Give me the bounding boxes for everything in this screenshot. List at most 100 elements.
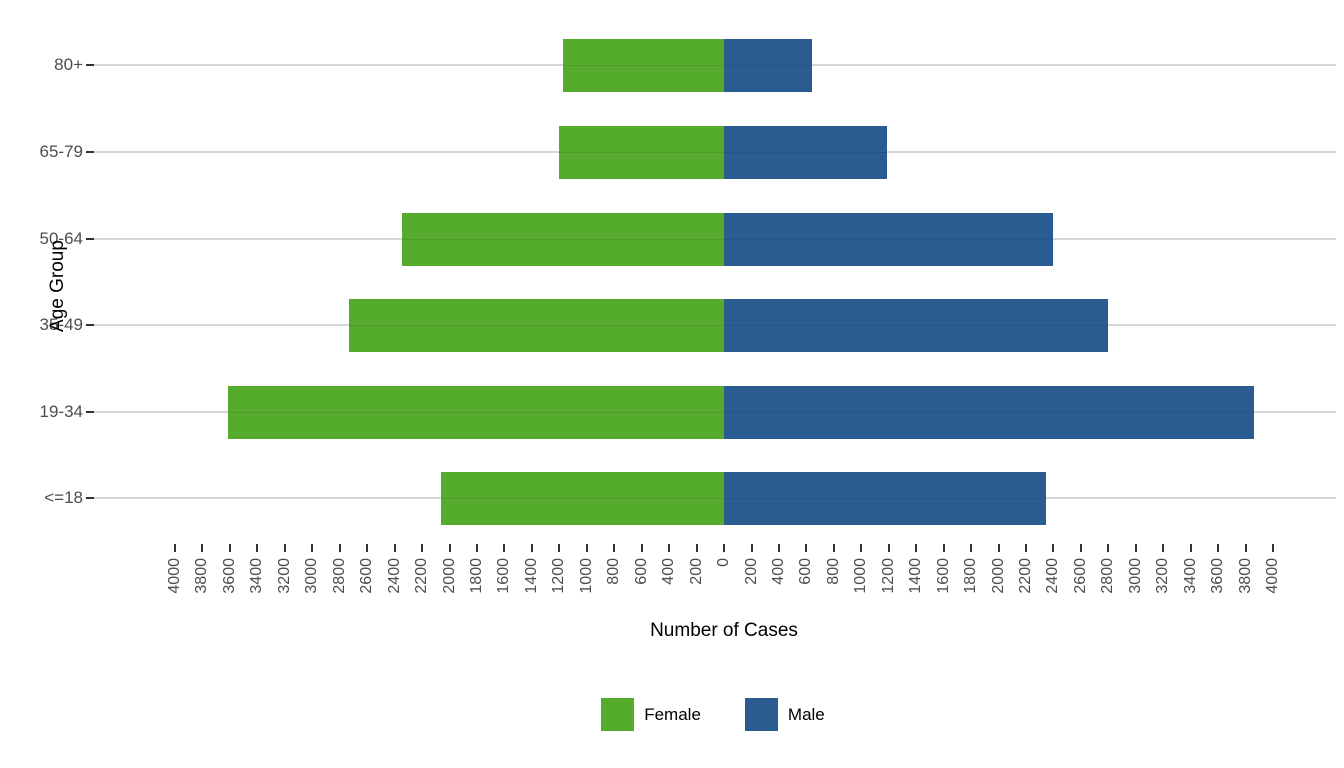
x-tick-label: 800: [824, 558, 842, 585]
x-tick-label: 2000: [440, 558, 458, 594]
bar-seam: [440, 497, 724, 499]
x-tick-label: 2800: [1099, 558, 1117, 594]
x-tick-mark: [970, 544, 972, 552]
x-tick-label: 2200: [1017, 558, 1034, 594]
x-tick-label: 1800: [467, 558, 485, 594]
bar-female-<=18: [440, 471, 724, 525]
x-tick-mark: [915, 544, 918, 552]
x-tick-mark: [311, 544, 314, 552]
bar-female-50-64: [402, 212, 724, 266]
x-tick-mark: [530, 544, 533, 552]
x-tick-mark: [283, 544, 286, 552]
legend-swatch-female: [601, 698, 635, 731]
y-tick-mark: [86, 151, 94, 153]
x-tick-mark: [942, 544, 945, 552]
x-tick-mark: [585, 544, 588, 552]
x-tick-label: 1200: [879, 558, 897, 594]
legend-label: Male: [787, 704, 825, 724]
x-tick-label: 800: [605, 558, 623, 585]
legend-item-male: Male: [744, 698, 825, 731]
x-tick-mark: [695, 544, 698, 552]
x-tick-mark: [338, 544, 341, 552]
bar-male-80+: [724, 38, 812, 92]
x-tick-label: 600: [797, 558, 815, 585]
x-tick-mark: [201, 544, 204, 552]
x-tick-label: 2600: [358, 558, 376, 594]
x-tick-mark: [1244, 544, 1247, 552]
x-tick-label: 3200: [1154, 558, 1172, 594]
bar-seam: [349, 324, 724, 326]
x-tick-mark: [448, 544, 451, 552]
x-tick-mark: [1272, 544, 1274, 552]
x-tick-mark: [256, 544, 259, 552]
x-tick-mark: [1107, 544, 1110, 552]
x-tick-label: 3400: [248, 558, 266, 594]
x-tick-label: 2600: [1071, 558, 1089, 594]
x-tick-label: 2400: [1044, 558, 1062, 594]
x-tick-mark: [750, 544, 753, 552]
bar-seam: [558, 151, 724, 153]
x-tick-label: 3800: [1236, 558, 1254, 594]
bar-seam: [724, 497, 1046, 499]
x-tick-label: 1000: [852, 558, 870, 594]
y-tick-label-65-79: 65-79: [39, 142, 83, 161]
x-tick-label: 4000: [1264, 558, 1281, 594]
y-tick-mark: [86, 324, 94, 326]
x-tick-label: 1800: [962, 558, 979, 594]
x-tick-label: 3000: [1126, 558, 1144, 594]
x-tick-label: 1400: [907, 558, 925, 594]
x-tick-mark: [805, 544, 808, 552]
y-tick-mark: [86, 64, 94, 66]
x-tick-label: 2800: [330, 558, 348, 594]
y-tick-label-50-64: 50-64: [39, 229, 83, 248]
x-tick-mark: [668, 544, 671, 552]
x-tick-mark: [860, 544, 863, 552]
bar-female-80+: [562, 38, 724, 92]
y-tick-label-19-34: 19-34: [39, 402, 83, 421]
y-tick-mark: [86, 497, 94, 499]
y-axis-title: Age Group: [47, 240, 68, 332]
bar-male-<=18: [724, 471, 1046, 525]
x-tick-label: 3400: [1181, 558, 1199, 594]
bar-female-19-34: [227, 385, 724, 439]
x-tick-label: 2400: [385, 558, 403, 594]
x-tick-label: 0: [715, 558, 732, 567]
x-tick-label: 1400: [522, 558, 540, 594]
x-tick-label: 1200: [550, 558, 568, 594]
bar-male-50-64: [724, 212, 1053, 266]
bar-seam: [724, 238, 1053, 240]
x-tick-mark: [613, 544, 616, 552]
bar-seam: [724, 64, 812, 66]
x-tick-label: 1600: [934, 558, 952, 594]
y-tick-label-80+: 80+: [54, 55, 83, 74]
x-tick-mark: [1025, 544, 1027, 552]
y-tick-label-35-49: 35-49: [39, 315, 83, 334]
x-tick-label: 200: [742, 558, 760, 585]
x-tick-mark: [228, 544, 231, 552]
x-tick-label: 3600: [220, 558, 238, 594]
x-tick-label: 1000: [577, 558, 595, 594]
x-tick-label: 2000: [989, 558, 1007, 594]
x-tick-mark: [1079, 544, 1082, 552]
x-tick-mark: [723, 544, 725, 552]
bar-male-35-49: [724, 298, 1108, 352]
bar-male-65-79: [724, 125, 887, 179]
x-tick-label: 400: [660, 558, 678, 585]
x-tick-mark: [366, 544, 369, 552]
x-tick-mark: [503, 544, 506, 552]
x-tick-label: 3000: [303, 558, 321, 594]
x-tick-mark: [174, 544, 176, 552]
x-tick-label: 1600: [495, 558, 513, 594]
x-tick-mark: [887, 544, 890, 552]
x-tick-label: 200: [687, 558, 705, 585]
x-tick-label: 4000: [166, 558, 183, 594]
x-tick-mark: [832, 544, 835, 552]
x-tick-mark: [475, 544, 478, 552]
x-tick-label: 3800: [193, 558, 211, 594]
x-tick-mark: [640, 544, 643, 552]
bar-seam: [227, 411, 724, 413]
x-tick-label: 400: [769, 558, 787, 585]
x-tick-mark: [1134, 544, 1137, 552]
x-tick-mark: [393, 544, 396, 552]
y-tick-mark: [86, 238, 94, 240]
